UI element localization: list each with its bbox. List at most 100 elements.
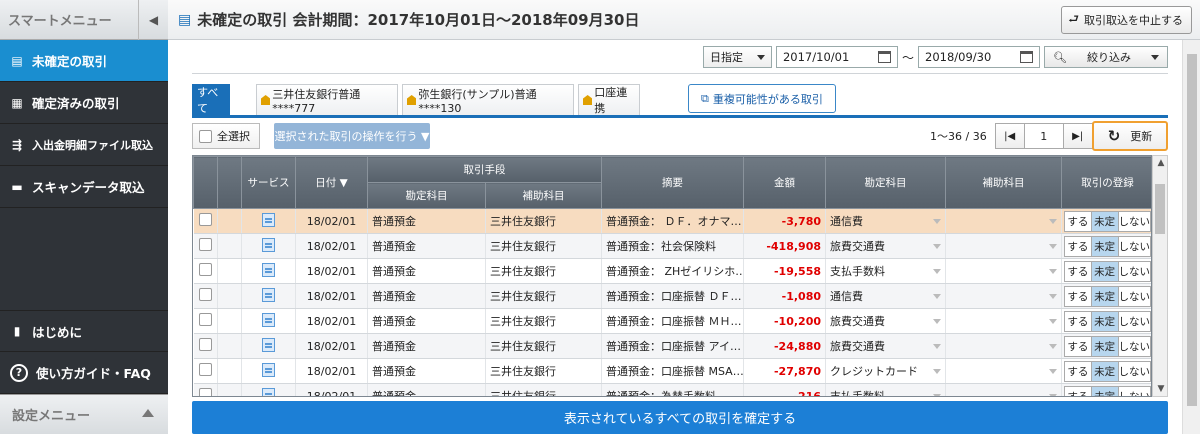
register-yes-button[interactable]: する — [1065, 361, 1092, 381]
sub-account-cell[interactable] — [945, 308, 1062, 334]
stop-import-button[interactable]: ⮐ 取引取込を中止する — [1061, 6, 1192, 34]
refresh-button[interactable]: ↻ 更新 — [1092, 121, 1168, 151]
register-undecided-button[interactable]: 未定 — [1091, 361, 1119, 381]
register-undecided-button[interactable]: 未定 — [1091, 261, 1119, 281]
register-cell: する 未定 しない — [1061, 333, 1151, 359]
register-no-button[interactable]: しない — [1118, 236, 1150, 256]
account-cell[interactable]: 通信費 — [825, 283, 946, 309]
page-number-input[interactable]: 1 — [1024, 123, 1063, 149]
sub-account-cell[interactable] — [945, 233, 1062, 259]
calendar-icon[interactable] — [1020, 51, 1033, 63]
table-row[interactable]: 18/02/01 普通預金 三井住友銀行 普通預金：社会保険料 -418,908 旅費交通… — [193, 233, 1151, 259]
row-checkbox[interactable] — [198, 238, 212, 251]
col-date[interactable]: 日付 ▼ — [295, 156, 368, 209]
row-checkbox[interactable] — [198, 388, 212, 396]
register-no-button[interactable]: しない — [1118, 261, 1150, 281]
account-cell[interactable]: クレジットカード — [825, 358, 946, 384]
sidebar-item-guide-faq[interactable]: ? 使い方ガイド・FAQ — [0, 352, 168, 394]
first-page-button[interactable]: |◀ — [994, 123, 1025, 149]
table-row[interactable]: 18/02/01 普通預金 三井住友銀行 普通預金：口座振替 ＭＨ… -10,200 旅費… — [193, 308, 1151, 334]
tab-smbc[interactable]: 三井住友銀行普通****777 — [256, 84, 398, 115]
account-cell[interactable]: 通信費 — [825, 208, 946, 234]
tab-all[interactable]: すべて — [192, 84, 230, 115]
table-row[interactable]: 18/02/01 普通預金 三井住友銀行 普通預金：口座振替 ＤＦ… -1,080 通信費… — [193, 283, 1151, 309]
table-row[interactable]: 18/02/01 普通預金 三井住友銀行 普通預金：口座振替 MSA… -27,870 ク… — [193, 358, 1151, 384]
register-yes-button[interactable]: する — [1065, 336, 1092, 356]
select-all-button[interactable]: 全選択 — [192, 123, 260, 149]
register-no-button[interactable]: しない — [1118, 361, 1150, 381]
scroll-down-icon[interactable]: ▼ — [1157, 384, 1165, 394]
collapse-sidebar-button[interactable]: ◀ — [138, 0, 168, 40]
table-row[interactable]: 18/02/01 普通預金 三井住友銀行 普通預金：口座振替 アイ… -24,880 旅費… — [193, 333, 1151, 359]
sub-account-cell[interactable] — [945, 333, 1062, 359]
service-cell — [241, 358, 296, 384]
sub-account-cell[interactable] — [945, 258, 1062, 284]
duplicate-transactions-button[interactable]: ⧉ 重複可能性がある取引 — [688, 84, 836, 113]
row-checkbox-cell — [193, 333, 218, 359]
register-yes-button[interactable]: する — [1065, 236, 1092, 256]
page-scroll-thumb[interactable] — [1187, 54, 1197, 406]
account-cell[interactable]: 旅費交通費 — [825, 233, 946, 259]
row-checkbox[interactable] — [198, 213, 212, 226]
table-row[interactable]: 18/02/01 普通預金 三井住友銀行 普通預金： ZHゼイリシホ… -19,558 支… — [193, 258, 1151, 284]
tab-yayoi-bank[interactable]: 弥生銀行(サンプル)普通****130 — [402, 84, 574, 115]
account-cell[interactable]: 支払手数料 — [825, 383, 946, 396]
scroll-up-icon[interactable]: ▲ — [1157, 158, 1165, 168]
scanner-icon: ▬ — [11, 179, 23, 194]
table-row[interactable]: 18/02/01 普通預金 三井住友銀行 普通預金： ＤＦ．オナマ… -3,780 通信費… — [193, 208, 1151, 234]
sidebar-item-unconfirmed[interactable]: ▤ 未確定の取引 — [0, 40, 168, 82]
col-method-account: 勘定科目 — [367, 182, 486, 209]
date-from-input[interactable]: 2017/10/01 — [775, 46, 898, 68]
register-undecided-button[interactable]: 未定 — [1091, 236, 1119, 256]
register-no-button[interactable]: しない — [1118, 386, 1150, 396]
account-cell[interactable]: 支払手数料 — [825, 258, 946, 284]
sidebar-item-confirmed[interactable]: ▦ 確定済みの取引 — [0, 82, 168, 124]
account-cell[interactable]: 旅費交通費 — [825, 333, 946, 359]
register-no-button[interactable]: しない — [1118, 211, 1150, 231]
register-yes-button[interactable]: する — [1065, 211, 1092, 231]
register-undecided-button[interactable]: 未定 — [1091, 336, 1119, 356]
date-to-input[interactable]: 2018/09/30 — [918, 46, 1040, 68]
row-checkbox[interactable] — [198, 338, 212, 351]
register-undecided-button[interactable]: 未定 — [1091, 311, 1119, 331]
sidebar-item-getting-started[interactable]: ▮ はじめに — [0, 310, 168, 352]
sub-account-cell[interactable] — [945, 358, 1062, 384]
select-all-checkbox[interactable] — [199, 129, 212, 143]
summary-cell: 普通預金：口座振替 ＤＦ… — [601, 283, 744, 309]
row-checkbox[interactable] — [198, 288, 212, 301]
register-no-button[interactable]: しない — [1118, 311, 1150, 331]
tab-account-link[interactable]: 口座連携 — [578, 84, 640, 115]
confirm-all-button[interactable]: 表示されているすべての取引を確定する — [192, 401, 1168, 434]
row-checkbox[interactable] — [198, 263, 212, 276]
row-checkbox[interactable] — [198, 313, 212, 326]
register-yes-button[interactable]: する — [1065, 261, 1092, 281]
page-scrollbar[interactable] — [1182, 40, 1200, 434]
register-no-button[interactable]: しない — [1118, 336, 1150, 356]
table-row[interactable]: 18/02/01 普通預金 三井住友銀行 普通預金：為替手数料 -216 支払手数料 する未… — [193, 383, 1151, 396]
sidebar-item-scan-import[interactable]: ▬ スキャンデータ取込 — [0, 166, 168, 208]
narrow-down-button[interactable]: 🔍︎ 絞り込み — [1044, 46, 1168, 68]
account-cell[interactable]: 旅費交通費 — [825, 308, 946, 334]
last-page-button[interactable]: ▶| — [1062, 123, 1093, 149]
settings-menu[interactable]: 設定メニュー — [0, 394, 168, 434]
calendar-icon[interactable] — [877, 51, 891, 63]
register-yes-button[interactable]: する — [1065, 311, 1092, 331]
sidebar-item-file-import[interactable]: ⇶ 入出金明細ファイル取込 — [0, 124, 168, 166]
register-cell: する 未定 しない — [1061, 233, 1151, 259]
selected-ops-button[interactable]: 選択された取引の操作を行う ▼ — [274, 123, 430, 149]
register-yes-button[interactable]: する — [1065, 286, 1092, 306]
register-yes-button[interactable]: する — [1065, 386, 1092, 396]
table-scrollbar[interactable]: ▲ ▼ — [1152, 155, 1168, 397]
sub-account-cell[interactable] — [945, 383, 1062, 396]
row-checkbox[interactable] — [198, 363, 212, 376]
summary-cell: 普通預金：為替手数料 — [601, 383, 744, 396]
register-undecided-button[interactable]: 未定 — [1091, 211, 1119, 231]
register-undecided-button[interactable]: 未定 — [1091, 286, 1119, 306]
date-mode-select[interactable]: 日指定 — [702, 46, 772, 68]
table-scroll-thumb[interactable] — [1155, 184, 1165, 234]
register-no-button[interactable]: しない — [1118, 286, 1150, 306]
sub-account-cell[interactable] — [945, 208, 1062, 234]
register-undecided-button[interactable]: 未定 — [1091, 386, 1119, 396]
register-toggle: する 未定 しない — [1064, 210, 1151, 232]
sub-account-cell[interactable] — [945, 283, 1062, 309]
